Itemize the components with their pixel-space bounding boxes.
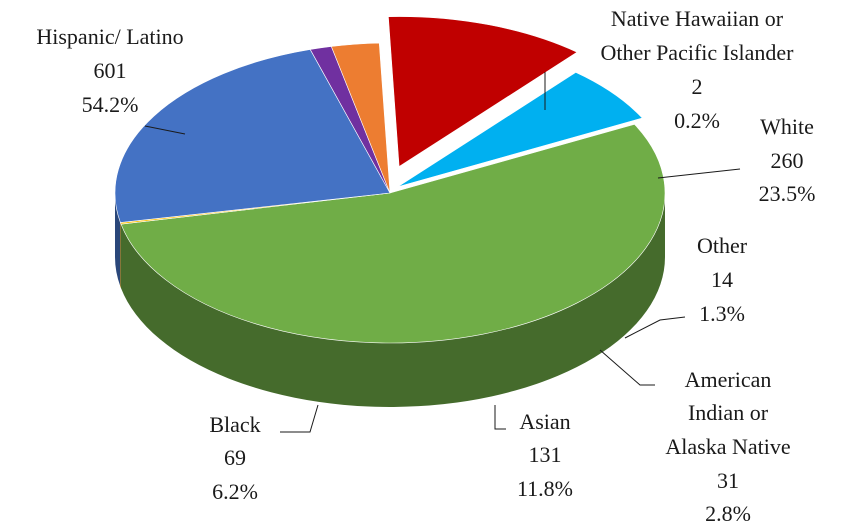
label-other-value: 14 (711, 267, 733, 292)
pie-slice-black (397, 72, 643, 188)
pie-side-hispanic-latino (120, 193, 665, 408)
leader-line-other (624, 316, 686, 339)
label-nhpi-percent: 0.2% (674, 108, 720, 133)
leader-line-aian (599, 349, 655, 386)
label-other-name: Other (697, 233, 748, 258)
label-aian-name-1: American (685, 367, 772, 392)
data-label-aian: American Indian or Alaska Native 31 2.8% (665, 367, 790, 526)
label-nhpi-value: 2 (692, 74, 703, 99)
label-aian-name-3: Alaska Native (665, 434, 790, 459)
label-nhpi-name-2: Other Pacific Islander (600, 40, 794, 65)
label-hispanic-value: 601 (94, 58, 127, 83)
data-label-other: Other 14 1.3% (697, 233, 748, 326)
pie-slice-white (114, 49, 391, 223)
label-asian-value: 131 (529, 442, 562, 467)
data-label-asian: Asian 131 11.8% (517, 409, 573, 501)
pie-tops (114, 16, 666, 344)
label-aian-name-2: Indian or (688, 400, 769, 425)
leader-line-white (657, 168, 741, 179)
label-black-value: 69 (224, 445, 246, 470)
leader-line-black (280, 404, 319, 433)
label-aian-percent: 2.8% (705, 501, 751, 526)
pie-side-white (115, 193, 121, 287)
leader-line-hispanic (144, 125, 186, 135)
label-white-name: White (760, 114, 814, 139)
data-label-white: White 260 23.5% (759, 114, 816, 206)
label-hispanic-name: Hispanic/ Latino (36, 24, 183, 49)
pie-slice-asian (388, 16, 578, 168)
label-asian-percent: 11.8% (517, 476, 573, 501)
pie-side-native-hawaiian-or-other-pacific-islander (120, 222, 121, 289)
label-asian-name: Asian (519, 409, 570, 434)
label-black-percent: 6.2% (212, 479, 258, 504)
label-other-percent: 1.3% (699, 301, 745, 326)
label-nhpi-name-1: Native Hawaiian or (611, 6, 784, 31)
pie-sides (115, 193, 665, 408)
label-hispanic-percent: 54.2% (82, 92, 139, 117)
label-white-percent: 23.5% (759, 181, 816, 206)
label-black-name: Black (209, 412, 260, 437)
leader-lines (144, 72, 741, 433)
leader-line-asian (494, 405, 506, 430)
pie-slice-hispanic-latino (120, 123, 666, 344)
data-label-nhpi: Native Hawaiian or Other Pacific Islande… (600, 6, 794, 133)
data-label-hispanic: Hispanic/ Latino 601 54.2% (36, 24, 183, 117)
data-label-black: Black 69 6.2% (209, 412, 260, 504)
label-aian-value: 31 (717, 468, 739, 493)
label-white-value: 260 (771, 148, 804, 173)
pie-slice-american-indian-or-alaska-native (330, 42, 391, 194)
